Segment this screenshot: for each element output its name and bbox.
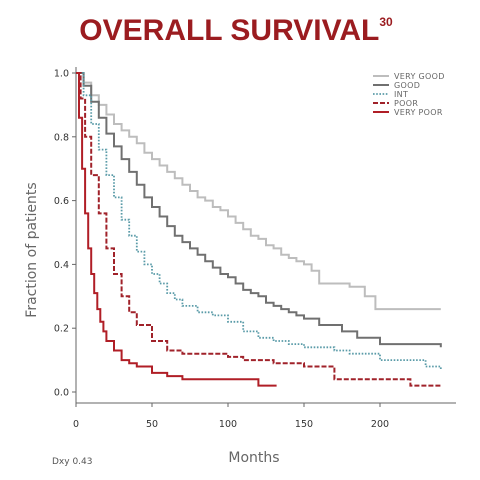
series-line-good: [76, 72, 442, 348]
x-axis-label: Months: [228, 450, 279, 466]
x-tick-label: 0: [73, 419, 79, 430]
legend-label: VERY POOR: [394, 108, 443, 117]
series-line-int: [76, 72, 442, 370]
x-tick-label: 50: [146, 419, 158, 430]
chart-title: OVERALL SURVIVAL30: [79, 14, 393, 47]
y-tick-label: 1.0: [54, 69, 69, 80]
y-tick-label: 0.4: [54, 260, 69, 271]
series-layer: [76, 72, 442, 387]
x-tick-label: 150: [295, 419, 313, 430]
y-tick-label: 0.2: [54, 324, 69, 335]
chart-title-superscript: 30: [379, 15, 393, 29]
y-tick-label: 0.0: [54, 388, 69, 399]
x-tick-label: 100: [219, 419, 237, 430]
legend-label: POOR: [394, 99, 418, 108]
footnote: Dxy 0.43: [52, 457, 92, 467]
series-line-very-good: [76, 72, 441, 311]
legend-label: INT: [394, 90, 408, 99]
y-tick-label: 0.6: [54, 196, 69, 207]
chart-title-text: OVERALL SURVIVAL: [79, 14, 379, 47]
x-tick-label: 200: [371, 419, 389, 430]
series-line-very-poor: [76, 72, 277, 387]
series-line-poor: [76, 72, 441, 387]
axes: 0 50 100 150 200 0.0 0.2 0.4 0.6 0.8 1.0: [54, 67, 456, 430]
y-tick-label: 0.8: [54, 132, 69, 143]
legend-label: VERY GOOD: [394, 72, 445, 81]
y-axis-label: Fraction of patients: [24, 182, 40, 317]
legend-label: GOOD: [394, 81, 420, 90]
